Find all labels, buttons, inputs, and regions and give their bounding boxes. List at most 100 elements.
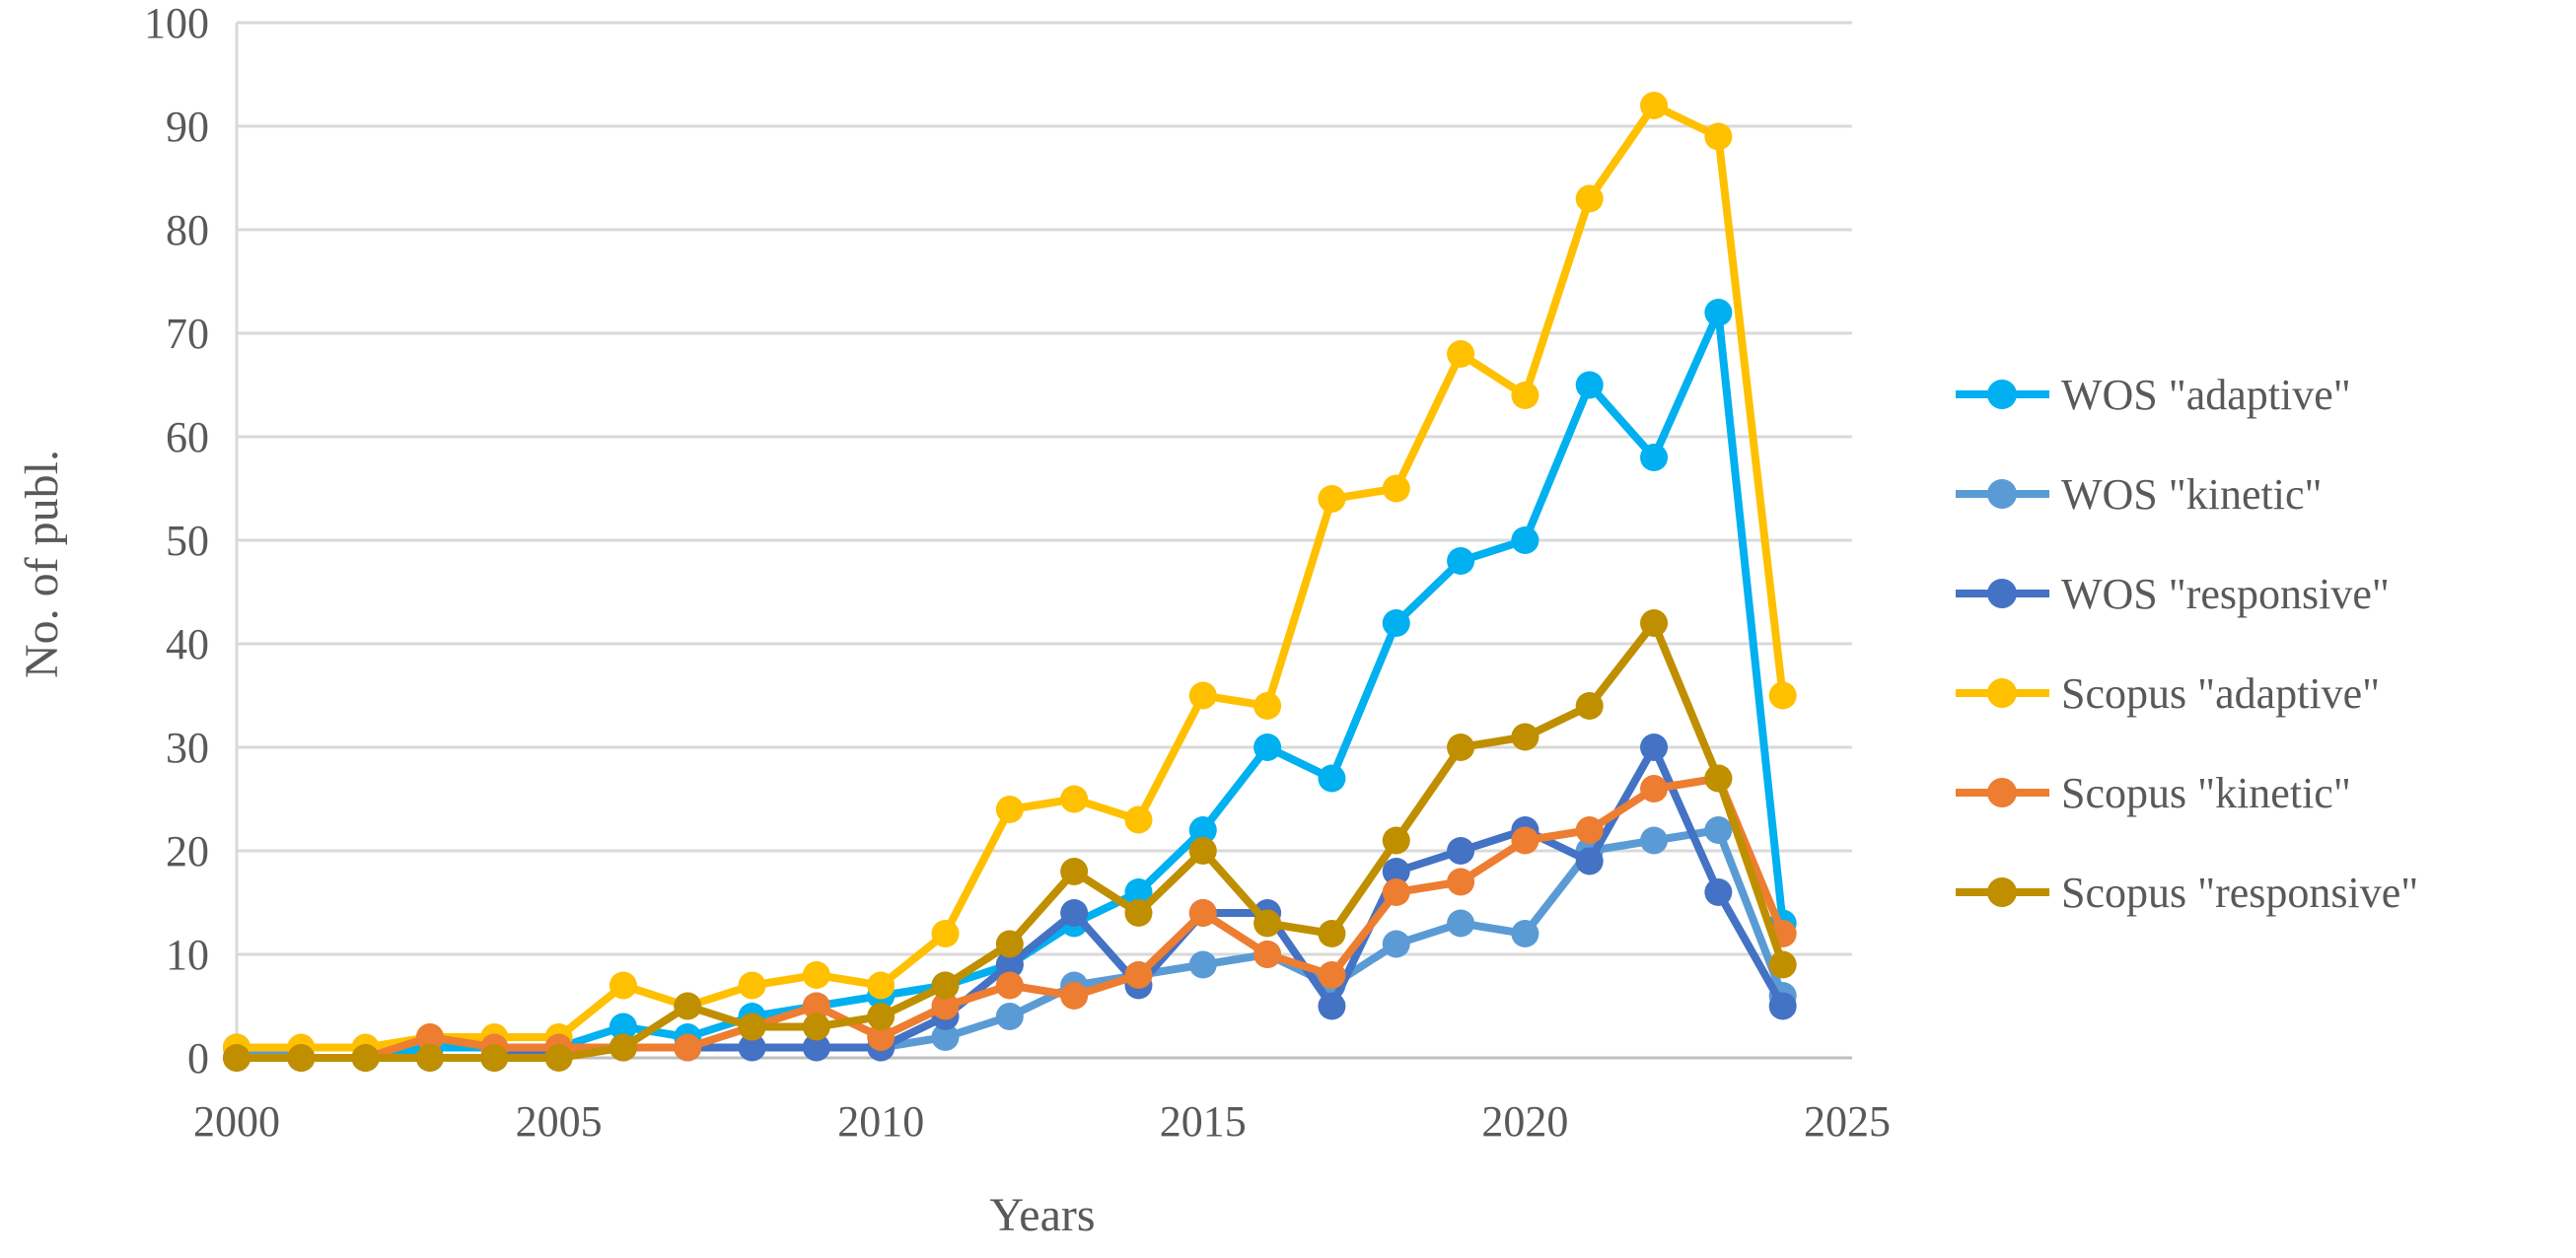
data-point-marker	[1640, 444, 1669, 471]
data-point-marker	[1447, 837, 1475, 865]
y-axis-tick-label: 90	[166, 103, 209, 151]
legend: WOS "adaptive" WOS "kinetic" WOS "responsi…	[1956, 371, 2418, 917]
data-point-marker	[867, 1003, 895, 1030]
y-axis-tick-label: 70	[166, 310, 209, 358]
x-axis-tick-label: 2020	[1481, 1097, 1568, 1146]
data-point-marker	[1447, 868, 1475, 896]
data-point-marker	[1704, 816, 1733, 844]
data-point-marker	[1060, 785, 1089, 813]
y-axis-tick-label: 0	[187, 1034, 209, 1083]
data-point-marker	[1382, 826, 1410, 855]
x-axis-tick-labels: 2000 2005 2010 2015 2020 2025	[193, 1097, 1891, 1146]
x-axis-tick-label: 2000	[193, 1097, 280, 1146]
legend-marker-icon	[1987, 380, 2017, 409]
x-axis-tick-label: 2005	[516, 1097, 603, 1146]
data-point-marker	[608, 1013, 637, 1041]
y-axis-tick-label: 40	[166, 620, 209, 668]
data-point-marker	[1704, 878, 1733, 906]
data-point-marker	[287, 1044, 316, 1072]
data-point-marker	[1124, 878, 1153, 906]
legend-marker-icon	[1987, 579, 2017, 608]
data-point-marker	[1124, 961, 1153, 989]
data-point-marker	[1382, 474, 1410, 503]
data-point-marker	[995, 950, 1024, 979]
data-point-marker	[1704, 764, 1733, 793]
data-point-marker	[1447, 340, 1475, 368]
series-lines	[223, 92, 1797, 1072]
data-point-marker	[223, 1044, 250, 1072]
data-point-marker	[995, 796, 1024, 823]
data-point-marker	[1447, 734, 1475, 761]
data-point-marker	[608, 1033, 637, 1062]
data-point-marker	[867, 971, 895, 1000]
legend-item: WOS "responsive"	[1956, 570, 2390, 618]
data-point-marker	[1640, 92, 1669, 119]
data-point-marker	[1511, 826, 1539, 855]
series-6	[223, 609, 1797, 1072]
data-point-marker	[995, 971, 1024, 1000]
legend-marker-icon	[1987, 678, 2017, 708]
y-axis-tick-label: 20	[166, 827, 209, 875]
data-point-marker	[1575, 692, 1604, 720]
legend-item: Scopus "responsive"	[1956, 869, 2418, 917]
data-point-marker	[1447, 547, 1475, 575]
data-point-marker	[1318, 764, 1346, 793]
data-point-marker	[415, 1023, 444, 1051]
data-point-marker	[1511, 526, 1539, 554]
data-point-marker	[1640, 826, 1669, 855]
legend-label: WOS "kinetic"	[2061, 470, 2322, 519]
gridlines	[237, 21, 1852, 1060]
legend-item: Scopus "adaptive"	[1956, 669, 2380, 718]
data-point-marker	[608, 971, 637, 1000]
data-point-marker	[931, 1023, 960, 1051]
x-axis-tick-label: 2010	[837, 1097, 924, 1146]
data-point-marker	[1511, 382, 1539, 409]
legend-marker-icon	[1987, 479, 2017, 509]
data-point-marker	[1640, 734, 1669, 761]
x-axis-title: Years	[989, 1189, 1095, 1241]
data-point-marker	[1188, 899, 1217, 927]
data-point-marker	[867, 1023, 895, 1051]
legend-marker-icon	[1987, 778, 2017, 807]
legend-label: WOS "responsive"	[2061, 570, 2390, 618]
data-point-marker	[1060, 982, 1089, 1010]
legend-label: Scopus "adaptive"	[2061, 669, 2380, 718]
data-point-marker	[480, 1044, 509, 1072]
data-point-marker	[931, 971, 960, 1000]
data-point-marker	[1382, 878, 1410, 906]
data-point-marker	[1318, 920, 1346, 947]
data-point-marker	[351, 1044, 380, 1072]
x-axis-tick-label: 2025	[1804, 1097, 1891, 1146]
data-point-marker	[1640, 775, 1669, 803]
data-point-marker	[1575, 184, 1604, 213]
data-point-marker	[1575, 371, 1604, 399]
data-point-marker	[802, 1013, 830, 1041]
y-axis-tick-label: 100	[144, 0, 209, 47]
data-point-marker	[1188, 681, 1217, 710]
y-axis-tick-label: 60	[166, 413, 209, 461]
data-point-marker	[1382, 858, 1410, 885]
data-point-marker	[802, 1033, 830, 1062]
data-point-marker	[1575, 816, 1604, 844]
data-point-marker	[1253, 941, 1282, 968]
data-point-marker	[1253, 734, 1282, 761]
data-point-marker	[415, 1044, 444, 1072]
data-point-marker	[738, 1033, 766, 1062]
legend-label: Scopus "responsive"	[2061, 869, 2418, 917]
data-point-marker	[544, 1044, 573, 1072]
data-point-marker	[931, 992, 960, 1020]
data-point-marker	[1124, 899, 1153, 927]
legend-item: Scopus "kinetic"	[1956, 769, 2351, 817]
data-point-marker	[995, 1003, 1024, 1030]
legend-label: Scopus "kinetic"	[2061, 769, 2351, 817]
legend-item: WOS "kinetic"	[1956, 470, 2322, 519]
x-axis-tick-label: 2015	[1160, 1097, 1247, 1146]
data-point-marker	[1060, 899, 1089, 927]
data-point-marker	[674, 992, 702, 1020]
data-point-marker	[738, 1013, 766, 1041]
series-4	[223, 92, 1797, 1062]
y-axis-tick-label: 30	[166, 724, 209, 772]
data-point-marker	[1575, 847, 1604, 875]
